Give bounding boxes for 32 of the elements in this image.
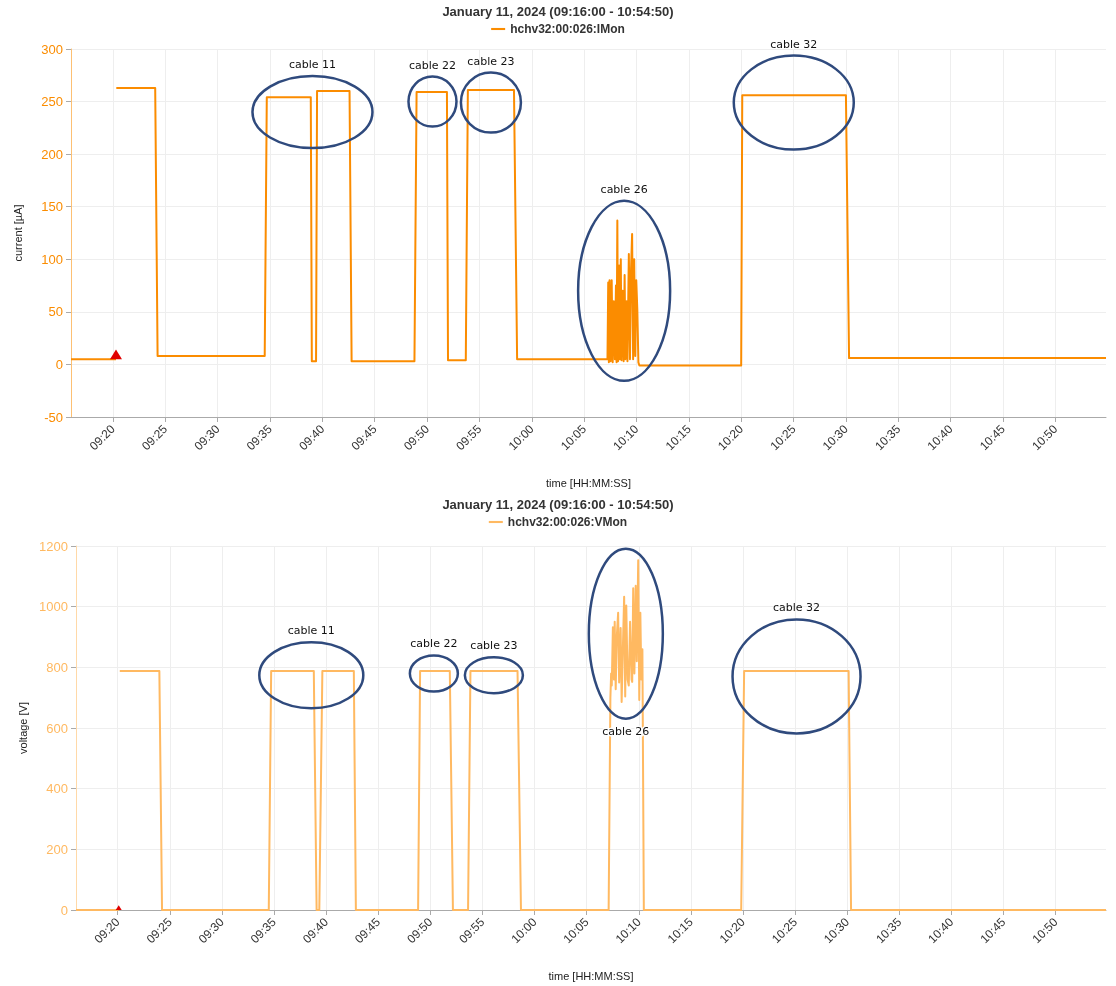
y-tick-label: 400 xyxy=(46,781,68,797)
annotation: cable 32 xyxy=(770,37,818,51)
chart-title: January 11, 2024 (09:16:00 - 10:54:50) xyxy=(442,4,674,19)
y-tick-label: 600 xyxy=(46,720,68,736)
y-axis-title: voltage [V] xyxy=(16,702,29,754)
legend-label: hchv32:00:026:VMon xyxy=(507,515,628,529)
y-tick-label: 0 xyxy=(60,902,68,918)
y-tick-label: 50 xyxy=(48,304,63,320)
annotation: cable 11 xyxy=(288,58,337,72)
y-tick-label: 800 xyxy=(46,659,68,675)
y-tick-label: -50 xyxy=(44,409,63,425)
annotation: cable 22 xyxy=(410,637,458,651)
y-tick-label: 0 xyxy=(55,356,63,372)
x-axis-title: time [HH:MM:SS] xyxy=(548,969,634,982)
annotation: cable 26 xyxy=(600,182,648,196)
x-axis-title: time [HH:MM:SS] xyxy=(546,476,631,489)
y-tick-label: 200 xyxy=(46,841,68,857)
annotation: cable 22 xyxy=(408,58,457,72)
annotation: cable 32 xyxy=(772,601,821,615)
y-tick-label: 250 xyxy=(41,94,63,110)
annotation: cable 11 xyxy=(287,624,335,638)
chart-title: January 11, 2024 (09:16:00 - 10:54:50) xyxy=(442,497,674,512)
y-tick-label: 1000 xyxy=(39,599,68,615)
y-tick-label: 100 xyxy=(41,251,63,267)
y-axis-title: current [µA] xyxy=(11,204,24,262)
y-tick-label: 1200 xyxy=(39,538,68,554)
annotation: cable 23 xyxy=(467,54,515,68)
y-tick-label: 300 xyxy=(41,41,63,57)
legend-label: hchv32:00:026:IMon xyxy=(510,22,625,36)
annotation: cable 23 xyxy=(470,639,518,653)
y-tick-label: 150 xyxy=(41,199,63,215)
y-tick-label: 200 xyxy=(41,146,63,162)
